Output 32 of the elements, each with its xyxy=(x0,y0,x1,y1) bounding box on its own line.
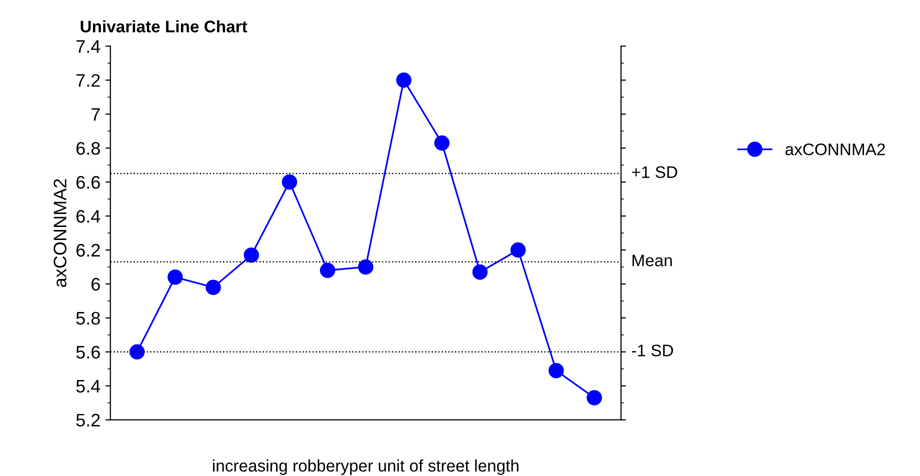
y-tick-label: 7.2 xyxy=(76,74,100,87)
y-tick-label: 7 xyxy=(92,108,100,121)
y-tick-label: 6.6 xyxy=(76,176,100,189)
ref-line-label: -1 SD xyxy=(632,344,674,356)
point xyxy=(358,259,374,275)
point xyxy=(396,72,412,88)
y-tick-label: 6.4 xyxy=(76,210,100,223)
point xyxy=(548,362,564,378)
point xyxy=(168,270,183,285)
point xyxy=(206,280,221,295)
y-tick-label: 5.6 xyxy=(76,346,100,359)
point xyxy=(472,264,488,280)
legend-label: axCONNMA2 xyxy=(785,143,885,156)
y-tick-label: 6.8 xyxy=(76,142,100,155)
point xyxy=(586,390,602,406)
point xyxy=(434,135,450,151)
point xyxy=(320,262,336,278)
point xyxy=(244,247,260,263)
point xyxy=(129,344,145,360)
chart-title: Univariate Line Chart xyxy=(80,20,248,32)
point xyxy=(510,242,526,258)
y-tick-label: 5.2 xyxy=(76,414,100,427)
y-tick-label: 5.8 xyxy=(76,312,100,325)
ref-line-label: +1 SD xyxy=(632,166,678,178)
y-tick-label: 6 xyxy=(92,278,100,291)
y-tick-label: 6.2 xyxy=(76,244,100,257)
y-tick-label: 7.4 xyxy=(76,40,100,53)
x-axis-title: increasing robberyper unit of street length xyxy=(213,459,518,475)
y-axis-title: axCONNMA2 xyxy=(54,179,66,287)
ref-line-label: Mean xyxy=(632,254,672,266)
point xyxy=(282,174,298,190)
y-tick-label: 5.4 xyxy=(76,380,100,393)
